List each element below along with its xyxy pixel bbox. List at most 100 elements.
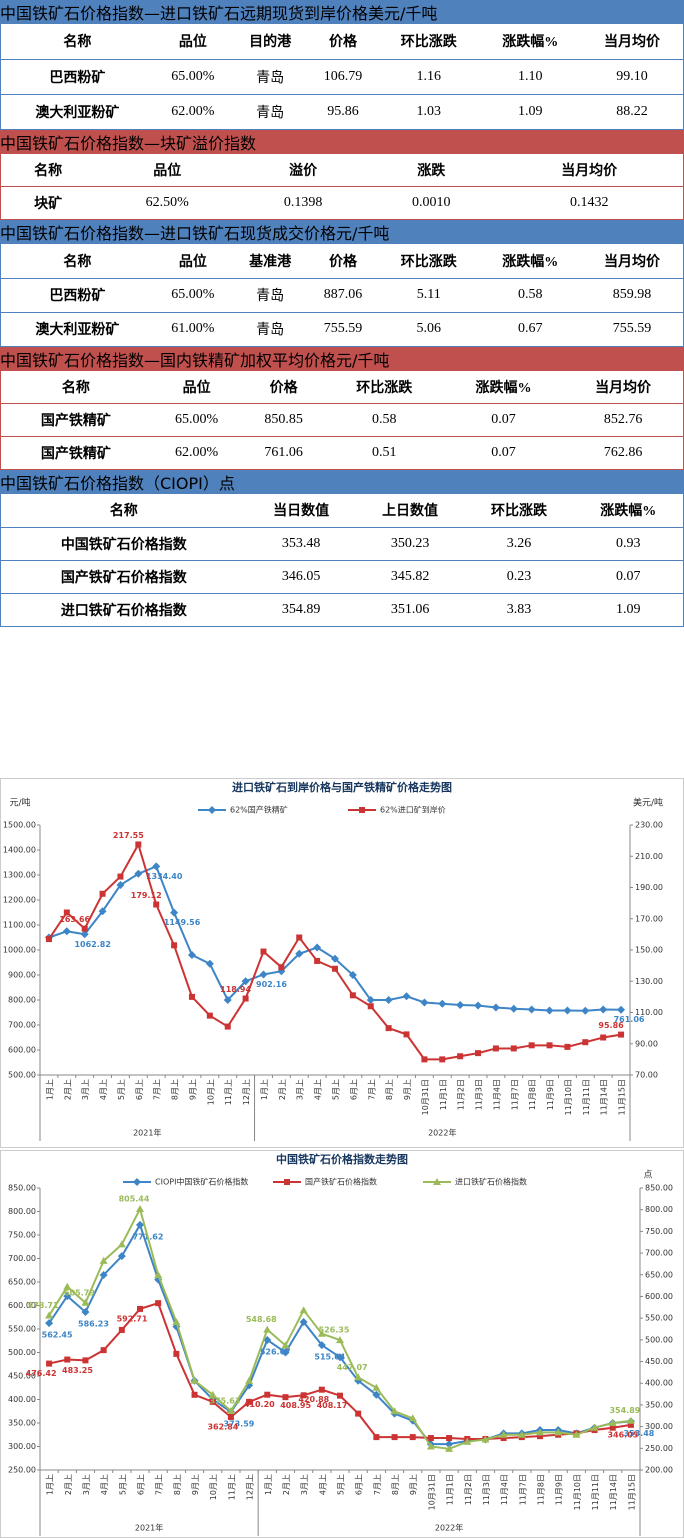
point [617, 1005, 626, 1014]
point [99, 1270, 108, 1279]
point [45, 1319, 54, 1328]
cell: 65.00% [153, 59, 232, 95]
y-tick-label: 650.00 [8, 1278, 36, 1287]
point [134, 869, 143, 878]
cell: 国产铁矿石价格指数 [0, 560, 247, 594]
x-tick-label: 5月上 [118, 1474, 127, 1495]
column-header: 涨跌幅% [479, 24, 582, 60]
cell: 0.23 [464, 560, 574, 594]
point [349, 992, 356, 999]
column-header: 价格 [242, 370, 325, 404]
point [590, 1423, 599, 1431]
x-tick-label: 8月上 [385, 1079, 394, 1100]
y2-tick-label: 70.00 [635, 1071, 658, 1080]
point [171, 942, 178, 949]
cell: 0.67 [479, 312, 582, 347]
cell: 95.86 [308, 94, 378, 130]
column-header: 当日数值 [246, 494, 356, 528]
point [188, 993, 195, 1000]
data-row: 国产铁精矿 65.00% 850.85 0.58 0.07 852.76 [0, 403, 684, 437]
table-block: 中国铁矿石价格指数—国内铁精矿加权平均价格元/千吨 名称 品位 价格 环比涨跌 涨跌幅% 当… [0, 346, 684, 470]
point [331, 954, 339, 963]
data-label: 526.67 [260, 1347, 291, 1356]
data-label: 118.94 [220, 985, 251, 994]
point [572, 1430, 581, 1438]
point [317, 1329, 326, 1337]
cell: 755.59 [308, 312, 378, 347]
cell: 澳大利亚粉矿 [0, 312, 154, 347]
point [246, 1398, 253, 1405]
point [528, 1042, 535, 1049]
column-header: 涨跌幅% [573, 494, 684, 528]
cell: 761.06 [242, 436, 325, 470]
point [348, 971, 357, 979]
cell: 762.86 [563, 436, 684, 470]
point [527, 1005, 536, 1014]
data-row: 国产铁矿石价格指数 346.05 345.82 0.23 0.07 [0, 560, 684, 594]
y-tick-label: 1300.00 [3, 871, 36, 880]
column-header: 品位 [95, 153, 240, 187]
x-tick-label: 11月9日 [555, 1474, 564, 1505]
point [242, 995, 249, 1002]
y2-tick-label: 450.00 [645, 1357, 673, 1366]
y2-tick-label: 150.00 [635, 946, 663, 955]
data-label: 179.12 [131, 891, 162, 900]
point [332, 965, 338, 972]
column-header: 价格 [308, 24, 378, 60]
chart-title: 中国铁矿石价格指数走势图 [276, 1152, 408, 1166]
point [581, 1006, 590, 1015]
y-tick-label: 450.00 [8, 1372, 36, 1381]
x-tick-label: 11月1日 [439, 1079, 448, 1110]
legend-label: 62%进口矿到岸价 [380, 805, 446, 815]
y2-tick-label: 130.00 [635, 977, 663, 986]
cell: 61.00% [153, 312, 232, 347]
data-label: 586.23 [78, 1319, 109, 1328]
point [259, 970, 268, 979]
point [420, 998, 429, 1007]
point [117, 1252, 126, 1261]
cell: 1.10 [479, 59, 582, 95]
y2-tick-label: 350.00 [645, 1400, 673, 1409]
point [537, 1433, 543, 1440]
y2-tick-label: 600.00 [645, 1292, 673, 1301]
data-row: 块矿 62.50% 0.1398 0.0010 0.1432 [0, 186, 684, 220]
series-line [48, 865, 622, 1012]
point [226, 1406, 235, 1414]
point [118, 1326, 125, 1333]
point [426, 1442, 435, 1450]
table-unit: 元/千吨 [336, 350, 390, 370]
point [385, 1025, 392, 1032]
x-tick-label: 7月上 [153, 1079, 162, 1100]
x-tick-label: 8月上 [173, 1474, 182, 1495]
y2-tick-label: 800.00 [645, 1205, 673, 1214]
legend-label: 国产铁矿石价格指数 [305, 1177, 377, 1187]
point [117, 1240, 126, 1248]
point [81, 1298, 90, 1306]
y-tick-label: 250.00 [8, 1466, 36, 1475]
x-tick-label: 11月14日 [600, 1079, 609, 1115]
column-header: 名称 [0, 153, 96, 187]
chart-title: 进口铁矿石到岸价格与国产铁精矿价格走势图 [232, 780, 452, 794]
y2-tick-label: 90.00 [635, 1039, 658, 1048]
table-header: 中国铁矿石价格指数（CIOPI）点 [0, 470, 684, 494]
cell: 0.93 [573, 527, 684, 561]
cell: 巴西粉矿 [0, 278, 154, 313]
cell: 887.06 [308, 278, 378, 313]
y2-tick-label: 210.00 [635, 852, 663, 861]
point [337, 1392, 343, 1399]
x-tick-label: 11月9日 [546, 1079, 555, 1110]
y-tick-label: 350.00 [8, 1419, 36, 1428]
table: 名称 品位 价格 环比涨跌 涨跌幅% 当月均价 国产铁精矿 65.00% 850.85 0.58 0… [0, 370, 684, 470]
cell: 88.22 [581, 94, 684, 130]
point [608, 1419, 617, 1426]
y2-tick-label: 230.00 [635, 821, 663, 830]
data-label: 805.44 [119, 1194, 150, 1203]
point [263, 1325, 272, 1333]
point [599, 1005, 608, 1014]
point [264, 1391, 271, 1398]
x-tick-label: 4月上 [100, 1474, 109, 1495]
y-tick-label: 1200.00 [3, 896, 36, 905]
point [554, 1428, 563, 1436]
x-tick-label: 11月10日 [564, 1079, 573, 1115]
cell: 859.98 [581, 278, 684, 313]
